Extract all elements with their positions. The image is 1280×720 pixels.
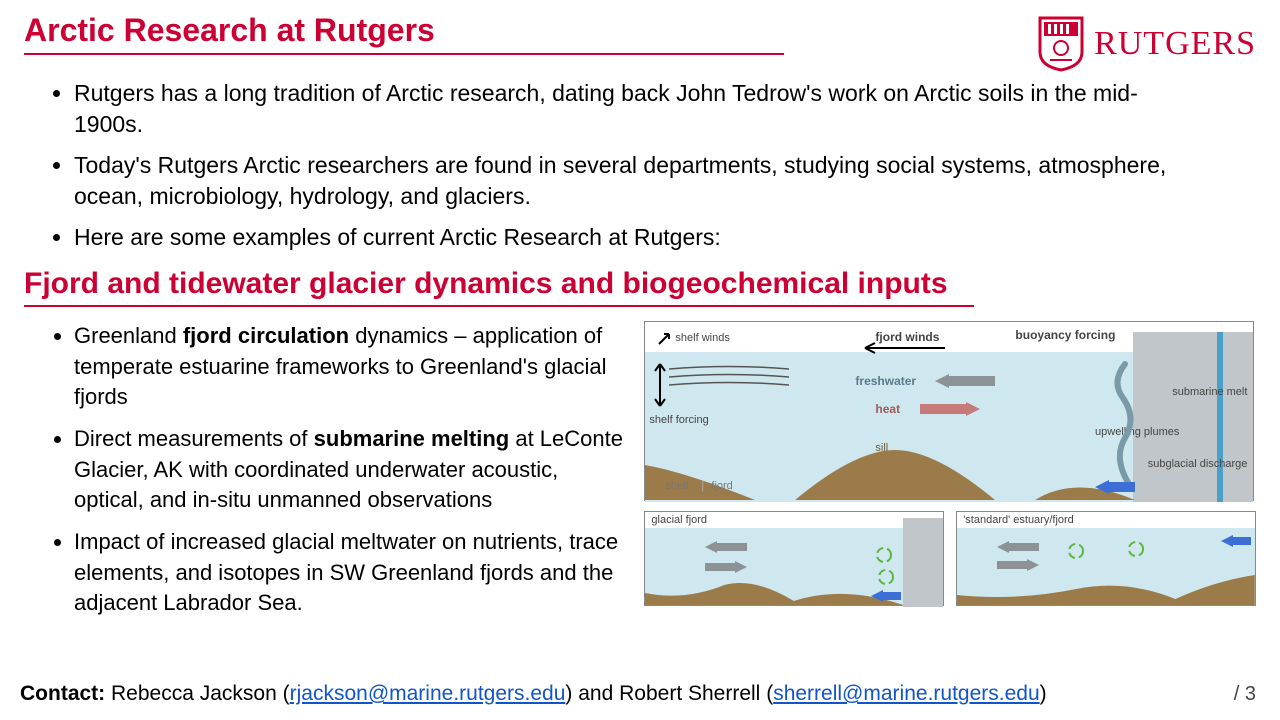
rutgers-logo: RUTGERS <box>1038 16 1256 72</box>
bullet-item: Rutgers has a long tradition of Arctic r… <box>74 78 1174 140</box>
small-diagram-row: glacial fjord 'standard' estuary/fjord <box>644 511 1256 606</box>
divider: | <box>701 480 704 492</box>
arrow-icon <box>1221 534 1251 546</box>
bullet-item: Here are some examples of current Arctic… <box>74 222 1174 253</box>
bullet-item: Impact of increased glacial meltwater on… <box>74 527 626 618</box>
page-title: Arctic Research at Rutgers <box>24 12 784 55</box>
label-standard-estuary: 'standard' estuary/fjord <box>963 514 1074 526</box>
fjord-diagram: shelf winds fjord winds buoyancy forcing… <box>644 321 1254 501</box>
label-shelf-winds: shelf winds <box>675 332 729 344</box>
recycle-icon <box>877 568 895 586</box>
arrow-icon <box>705 560 747 572</box>
plume-icon <box>1107 358 1137 484</box>
label-shelf-forcing: shelf forcing <box>649 414 708 426</box>
arrow-icon <box>871 589 901 601</box>
label-sill: sill <box>875 442 888 454</box>
recycle-icon <box>875 546 893 564</box>
email-link[interactable]: sherrell@marine.rutgers.edu <box>773 682 1039 705</box>
page-number: / 3 <box>1234 683 1256 706</box>
shelf-slope <box>645 460 755 500</box>
header-row: Arctic Research at Rutgers RUTGERS <box>24 12 1256 72</box>
wind-arrow-icon <box>655 330 673 348</box>
label-subglacial: subglacial discharge <box>1148 458 1248 470</box>
slide: Arctic Research at Rutgers RUTGERS Rutge… <box>0 0 1280 720</box>
bullet-item: Direct measurements of submarine melting… <box>74 424 626 515</box>
shield-icon <box>1038 16 1084 72</box>
arrow-icon <box>705 540 747 552</box>
fjord-wind-arrow-icon <box>855 342 945 354</box>
title-block: Arctic Research at Rutgers <box>24 12 1038 65</box>
label-buoyancy: buoyancy forcing <box>1015 328 1115 342</box>
email-link[interactable]: rjackson@marine.rutgers.edu <box>290 682 566 705</box>
heat-arrow-icon <box>920 402 980 416</box>
glacier-crack <box>1217 332 1223 502</box>
streamlines-icon <box>669 364 789 394</box>
label-submarine-melt: submarine melt <box>1172 386 1247 398</box>
standard-estuary-diagram: 'standard' estuary/fjord <box>956 511 1256 606</box>
sill-shape <box>795 445 995 500</box>
diagram-column: shelf winds fjord winds buoyancy forcing… <box>644 321 1256 606</box>
shelf-forcing-arrow-icon <box>653 362 667 408</box>
label-shelf: shelf <box>665 480 688 492</box>
glacial-fjord-diagram: glacial fjord <box>644 511 944 606</box>
bullet-item: Today's Rutgers Arctic researchers are f… <box>74 150 1174 212</box>
rutgers-wordmark: RUTGERS <box>1094 25 1256 63</box>
bullet-item: Greenland fjord circulation dynamics – a… <box>74 321 626 412</box>
intro-bullets: Rutgers has a long tradition of Arctic r… <box>74 78 1174 253</box>
discharge-arrow-icon <box>1095 480 1135 494</box>
label-heat: heat <box>875 402 900 416</box>
recycle-icon <box>1067 542 1085 560</box>
glacier-region <box>1133 332 1253 502</box>
arrow-icon <box>997 558 1039 570</box>
label-freshwater: freshwater <box>855 374 916 388</box>
recycle-icon <box>1127 540 1145 558</box>
detail-bullets: Greenland fjord circulation dynamics – a… <box>74 321 626 630</box>
label-glacial-fjord: glacial fjord <box>651 514 707 526</box>
arrow-icon <box>997 540 1039 552</box>
contact-footer: Contact: Rebecca Jackson (rjackson@marin… <box>20 682 1047 706</box>
section-title: Fjord and tidewater glacier dynamics and… <box>24 267 974 307</box>
label-fjord: fjord <box>711 480 732 492</box>
lower-row: Greenland fjord circulation dynamics – a… <box>24 321 1256 630</box>
freshwater-arrow-icon <box>935 374 995 388</box>
